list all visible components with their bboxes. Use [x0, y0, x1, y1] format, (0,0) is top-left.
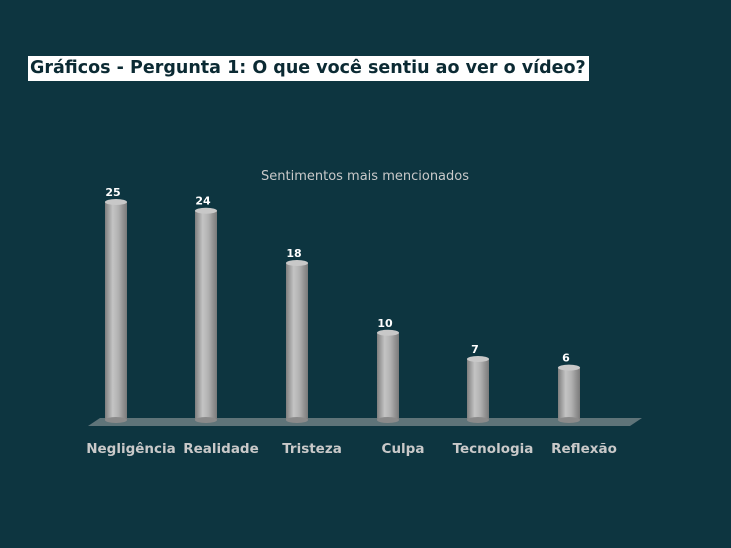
data-label: 18 [286, 247, 301, 260]
bar [377, 329, 399, 423]
chart-floor [88, 418, 642, 426]
bar [467, 355, 489, 423]
category-label: Tecnologia [453, 441, 534, 457]
slide-title: Gráficos - Pergunta 1: O que você sentiu… [28, 56, 589, 81]
category-label: Tristeza [282, 441, 342, 457]
category-label: Realidade [183, 441, 259, 457]
data-label: 25 [105, 186, 120, 199]
category-label: Culpa [382, 441, 425, 457]
category-label: Reflexão [551, 441, 617, 457]
data-label: 10 [377, 317, 393, 330]
bar [105, 199, 127, 423]
data-label: 7 [471, 343, 479, 356]
bar [558, 364, 580, 423]
bar [286, 260, 308, 423]
category-label: Negligência [86, 441, 176, 457]
bar [195, 207, 217, 423]
data-label: 6 [562, 352, 570, 365]
data-label: 24 [195, 195, 211, 208]
chart-title: Sentimentos mais mencionados [261, 169, 469, 184]
